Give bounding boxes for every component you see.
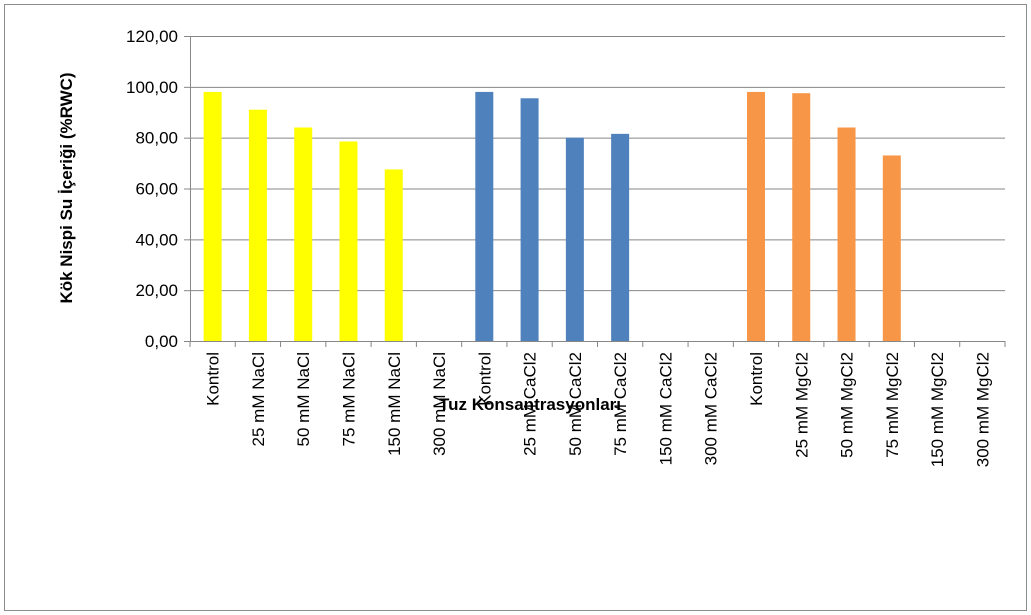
bar <box>294 127 313 341</box>
x-tick-label: 300 mM CaCl2 <box>702 352 721 465</box>
y-tick-label: 80,00 <box>135 129 178 148</box>
bar <box>339 141 358 341</box>
x-tick-label: 75 mM MgCl2 <box>883 352 902 458</box>
x-tick-label: 300 mM MgCl2 <box>973 352 992 467</box>
x-tick-label: 150 mM NaCl <box>385 352 404 456</box>
bar <box>746 91 765 342</box>
x-tick-label: Kontrol <box>747 352 766 406</box>
y-tick-label: 120,00 <box>126 27 178 46</box>
x-tick-label: 25 mM MgCl2 <box>792 352 811 458</box>
x-tick-label: 150 mM MgCl2 <box>928 352 947 467</box>
x-tick-label: 300 mM NaCl <box>430 352 449 456</box>
x-tick-label: 25 mM NaCl <box>249 352 268 446</box>
bar <box>792 93 811 341</box>
bar <box>837 127 856 341</box>
chart-border <box>4 4 1027 611</box>
bar <box>203 91 222 342</box>
bar <box>565 137 584 341</box>
y-tick-label: 100,00 <box>126 78 178 97</box>
x-tick-label: 25 mM CaCl2 <box>521 352 540 456</box>
y-tick-label: 60,00 <box>135 180 178 199</box>
x-tick-label: 150 mM CaCl2 <box>656 352 675 465</box>
y-tick-label: 0,00 <box>145 332 178 351</box>
y-tick-label: 20,00 <box>135 281 178 300</box>
y-tick-label: 40,00 <box>135 230 178 249</box>
bar <box>475 91 494 342</box>
x-tick-label: 50 mM MgCl2 <box>838 352 857 458</box>
y-axis-title: Kök Nispi Su İçeriği (%RWC) <box>57 72 76 303</box>
bar <box>248 109 267 341</box>
bar <box>611 133 630 341</box>
bar <box>384 169 403 341</box>
x-tick-label: Kontrol <box>475 352 494 406</box>
x-tick-label: 75 mM NaCl <box>339 352 358 446</box>
x-tick-label: Kontrol <box>204 352 223 406</box>
x-tick-label: 50 mM CaCl2 <box>566 352 585 456</box>
x-tick-label: 75 mM CaCl2 <box>611 352 630 456</box>
x-tick-label: 50 mM NaCl <box>294 352 313 446</box>
x-axis-title: Tuz Konsantrasyonları <box>439 395 621 414</box>
bar <box>882 155 901 341</box>
bar <box>520 98 539 341</box>
